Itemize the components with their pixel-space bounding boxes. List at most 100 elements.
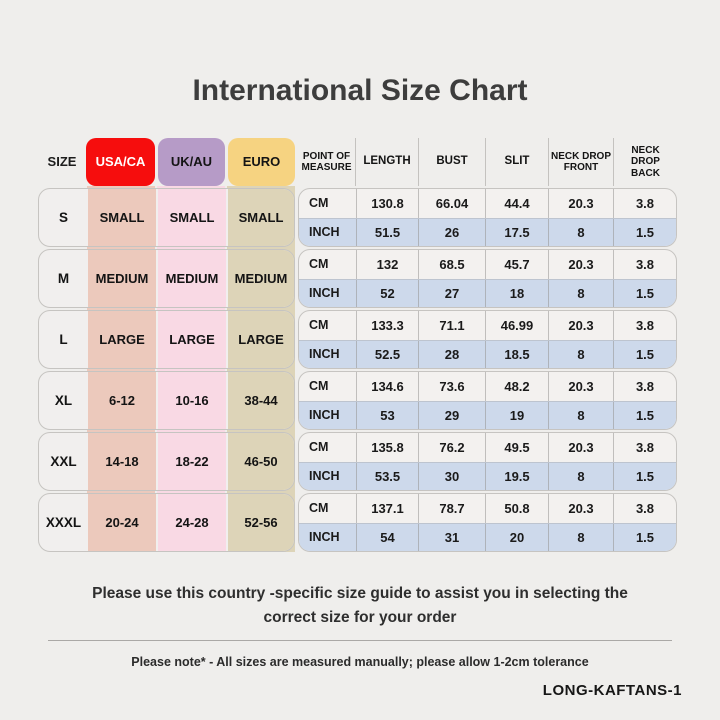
unit-label: INCH [309, 469, 340, 484]
cm-row: CM 135.8 76.2 49.5 20.3 3.8 [299, 433, 676, 462]
size-row-xl: XL 6-12 10-16 38-44 [38, 371, 295, 430]
length-cm: 134.6 [356, 372, 418, 401]
size-label: XXL [50, 454, 77, 469]
bust-inch: 26 [418, 218, 485, 246]
length-inch: 54 [356, 523, 418, 551]
neck-drop-back-cm: 3.8 [613, 494, 676, 523]
bust-cm: 73.6 [418, 372, 485, 401]
cm-row: CM 132 68.5 45.7 20.3 3.8 [299, 250, 676, 279]
inch-row: INCH 53 29 19 8 1.5 [299, 400, 676, 429]
unit-label: CM [309, 257, 329, 272]
slit-inch: 18.5 [485, 340, 548, 368]
inch-row: INCH 53.5 30 19.5 8 1.5 [299, 461, 676, 490]
header-neck-drop-front: NECK DROP FRONT [548, 138, 613, 186]
size-label: XXXL [45, 515, 82, 530]
neck-drop-front-inch: 8 [548, 340, 613, 368]
bust-inch: 30 [418, 462, 485, 490]
uk-au-band [157, 186, 225, 552]
page-title: International Size Chart [192, 74, 528, 107]
unit-label: INCH [309, 225, 340, 240]
size-row-m: M MEDIUM MEDIUM MEDIUM [38, 249, 295, 308]
neck-drop-back-inch: 1.5 [613, 279, 676, 307]
length-inch: 52.5 [356, 340, 418, 368]
measurements-body: CM 130.8 66.04 44.4 20.3 3.8 INCH 51.5 2… [298, 188, 677, 554]
neck-drop-front-inch: 8 [548, 523, 613, 551]
euro-value: 38-44 [228, 372, 294, 429]
slit-inch: 17.5 [485, 218, 548, 246]
bust-inch: 29 [418, 401, 485, 429]
neck-drop-back-cm: 3.8 [613, 250, 676, 279]
unit-label: CM [309, 501, 329, 516]
bust-inch: 28 [418, 340, 485, 368]
cm-row: CM 133.3 71.1 46.99 20.3 3.8 [299, 311, 676, 340]
usa-ca-value: MEDIUM [88, 250, 156, 307]
bust-cm: 66.04 [418, 189, 485, 218]
inch-row: INCH 52 27 18 8 1.5 [299, 278, 676, 307]
header-usa-ca: USA/CA [86, 138, 155, 186]
inch-row: INCH 52.5 28 18.5 8 1.5 [299, 339, 676, 368]
size-label: S [58, 210, 68, 225]
slit-cm: 44.4 [485, 189, 548, 218]
slit-cm: 50.8 [485, 494, 548, 523]
neck-drop-back-cm: 3.8 [613, 189, 676, 218]
bust-inch: 31 [418, 523, 485, 551]
euro-value: 52-56 [228, 494, 294, 551]
neck-drop-front-inch: 8 [548, 401, 613, 429]
length-inch: 53 [356, 401, 418, 429]
unit-label: INCH [309, 286, 340, 301]
uk-au-value: SMALL [158, 189, 226, 246]
length-inch: 53.5 [356, 462, 418, 490]
unit-label: INCH [309, 408, 340, 423]
usa-ca-value: SMALL [88, 189, 156, 246]
length-inch: 52 [356, 279, 418, 307]
slit-cm: 46.99 [485, 311, 548, 340]
size-row-xxxl: XXXL 20-24 24-28 52-56 [38, 493, 295, 552]
header-point-of-measure: POINT OF MEASURE [301, 150, 352, 174]
header-bust: BUST [418, 138, 485, 186]
neck-drop-back-inch: 1.5 [613, 340, 676, 368]
measurement-group-xl: CM 134.6 73.6 48.2 20.3 3.8 INCH 53 29 1… [298, 371, 677, 430]
size-row-s: S SMALL SMALL SMALL [38, 188, 295, 247]
slit-cm: 48.2 [485, 372, 548, 401]
measurement-group-m: CM 132 68.5 45.7 20.3 3.8 INCH 52 27 18 … [298, 249, 677, 308]
cm-row: CM 130.8 66.04 44.4 20.3 3.8 [299, 189, 676, 218]
unit-label: CM [309, 196, 329, 211]
slit-inch: 18 [485, 279, 548, 307]
usa-ca-value: LARGE [88, 311, 156, 368]
uk-au-value: 24-28 [158, 494, 226, 551]
euro-value: MEDIUM [228, 250, 294, 307]
length-cm: 137.1 [356, 494, 418, 523]
bust-inch: 27 [418, 279, 485, 307]
size-row-xxl: XXL 14-18 18-22 46-50 [38, 432, 295, 491]
bust-cm: 76.2 [418, 433, 485, 462]
header-size: SIZE [47, 153, 77, 169]
measurement-group-xxxl: CM 137.1 78.7 50.8 20.3 3.8 INCH 54 31 2… [298, 493, 677, 552]
table-header-row: SIZE USA/CA UK/AU EURO POINT OF MEASURE … [38, 138, 677, 186]
tolerance-note: Please note* - All sizes are measured ma… [131, 655, 589, 669]
neck-drop-back-cm: 3.8 [613, 433, 676, 462]
neck-drop-front-inch: 8 [548, 462, 613, 490]
size-label: L [59, 332, 68, 347]
neck-drop-front-inch: 8 [548, 218, 613, 246]
neck-drop-front-cm: 20.3 [548, 372, 613, 401]
measurement-group-l: CM 133.3 71.1 46.99 20.3 3.8 INCH 52.5 2… [298, 310, 677, 369]
slit-inch: 20 [485, 523, 548, 551]
unit-label: CM [309, 440, 329, 455]
color-bands [87, 186, 333, 552]
uk-au-value: 18-22 [158, 433, 226, 490]
size-row-l: L LARGE LARGE LARGE [38, 310, 295, 369]
usa-ca-value: 14-18 [88, 433, 156, 490]
neck-drop-front-inch: 8 [548, 279, 613, 307]
length-cm: 130.8 [356, 189, 418, 218]
size-label: XL [54, 393, 73, 408]
slit-cm: 45.7 [485, 250, 548, 279]
euro-band [227, 186, 295, 552]
unit-label: INCH [309, 347, 340, 362]
header-neck-drop-back: NECK DROP BACK [613, 138, 677, 186]
length-inch: 51.5 [356, 218, 418, 246]
header-uk-au: UK/AU [158, 138, 225, 186]
euro-value: SMALL [228, 189, 294, 246]
uk-au-value: 10-16 [158, 372, 226, 429]
slit-inch: 19 [485, 401, 548, 429]
